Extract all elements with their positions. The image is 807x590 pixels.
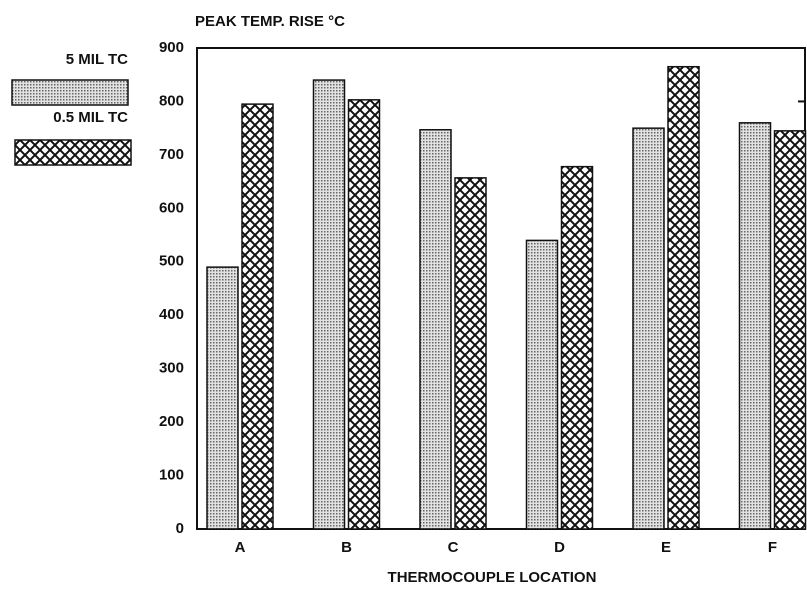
bar [773,130,807,530]
y-tick-label: 600 [159,199,184,216]
bar [632,127,665,530]
y-tick-label: 900 [159,39,184,56]
bar [454,177,487,530]
x-tick-label: F [768,539,777,556]
y-tick-label: 400 [159,306,184,323]
bar [560,165,594,530]
y-tick-label: 200 [159,413,184,430]
legend-label: 5 MIL TC [66,51,128,68]
bar [667,65,700,530]
x-tick-label: C [448,539,459,556]
legend-swatch [14,139,132,166]
bar [738,122,772,530]
bar [312,79,346,530]
bar [419,129,452,530]
y-tick-label: 100 [159,467,184,484]
legend-swatch [11,79,129,106]
plot-frame [196,47,806,530]
bar [347,99,381,530]
y-tick-label: 500 [159,253,184,270]
bar [206,266,239,530]
bar [525,239,559,530]
x-tick-label: D [554,539,565,556]
y-tick-label: 300 [159,360,184,377]
bar [241,103,274,530]
x-axis-label: THERMOCOUPLE LOCATION [388,569,597,586]
x-tick-label: B [341,539,352,556]
x-tick-label: E [661,539,671,556]
y-tick-label: 700 [159,146,184,163]
chart-title: PEAK TEMP. RISE °C [195,13,345,30]
legend-label: 0.5 MIL TC [53,109,128,126]
y-tick-label: 0 [176,520,184,537]
y-tick-label: 800 [159,92,184,109]
x-tick-label: A [235,539,246,556]
